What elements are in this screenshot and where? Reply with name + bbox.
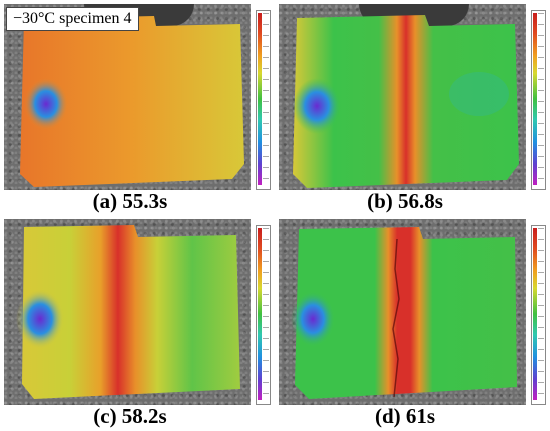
panel-a: −30°C specimen 4 (a) 55.3s	[0, 0, 275, 215]
caption-d: (d) 61s	[374, 404, 436, 428]
panel-b: (b) 56.8s	[275, 0, 550, 215]
dic-image-c	[4, 219, 251, 405]
colorbar-c	[256, 225, 271, 405]
strain-field-d	[291, 227, 517, 399]
colorbar-a	[256, 10, 271, 190]
dic-image-d	[279, 219, 526, 405]
panel-c: (c) 58.2s	[0, 215, 275, 430]
dic-image-b	[279, 4, 526, 190]
caption-c: (c) 58.2s	[93, 404, 167, 428]
panel-d: (d) 61s	[275, 215, 550, 430]
dic-image-a	[4, 4, 251, 190]
caption-b: (b) 56.8s	[367, 189, 443, 213]
strain-field-c	[16, 225, 240, 399]
colorbar-b	[531, 10, 546, 190]
colorbar-d	[531, 225, 546, 405]
strain-field-a	[20, 16, 244, 187]
specimen-label: −30°C specimen 4	[6, 7, 139, 31]
caption-a: (a) 55.3s	[92, 189, 168, 213]
strain-field-b	[293, 15, 519, 188]
